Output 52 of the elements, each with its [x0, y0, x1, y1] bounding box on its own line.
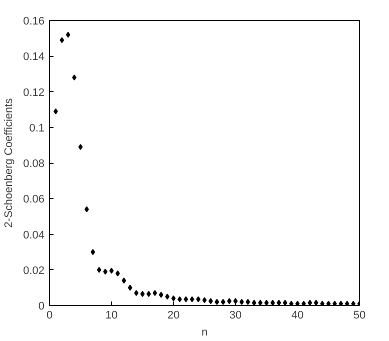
y-axis-title: 2-Schoenberg Coefficients [3, 98, 16, 228]
x-tick-label: 40 [291, 310, 304, 322]
point [314, 300, 318, 306]
point [326, 300, 331, 306]
point [276, 300, 282, 306]
y-tick-label: 0.06 [23, 194, 45, 206]
point [122, 278, 126, 284]
point [351, 300, 356, 306]
x-axis-title: n [201, 326, 208, 338]
point [320, 300, 324, 306]
point [282, 300, 288, 306]
point [289, 300, 294, 306]
point [246, 298, 250, 305]
y-tick-label: 0.08 [23, 158, 45, 170]
point [184, 296, 188, 302]
x-tick-label: 50 [353, 310, 366, 322]
x-tick-label: 20 [167, 310, 180, 322]
y-tick-label: 0.16 [23, 16, 45, 28]
y-tick-label: 0.04 [23, 229, 45, 242]
y-tick-label: 0.02 [23, 264, 45, 277]
point [152, 290, 158, 296]
point [332, 300, 337, 306]
point [214, 298, 220, 305]
point [202, 297, 207, 304]
x-tick-label: 30 [229, 310, 242, 322]
point [140, 290, 145, 297]
point [264, 300, 269, 306]
point [128, 284, 132, 291]
point [302, 300, 306, 306]
point [109, 268, 114, 274]
y-tick-label: 0 [38, 300, 45, 312]
point [308, 300, 312, 306]
y-tick-label: 0.1 [29, 122, 45, 134]
y-tick-label: 0.14 [23, 51, 45, 64]
x-tick-label: 10 [105, 310, 118, 322]
point [171, 295, 176, 302]
point [158, 292, 164, 298]
point [72, 74, 76, 80]
point [344, 300, 350, 306]
point [60, 37, 64, 44]
point [252, 300, 256, 306]
point [66, 32, 70, 38]
point [190, 296, 194, 302]
x-tick-label: 0 [46, 310, 53, 322]
point [78, 144, 83, 150]
y-tick-label: 0.12 [23, 86, 45, 99]
point [258, 300, 262, 306]
point [338, 300, 344, 306]
point [96, 266, 102, 273]
point [270, 300, 275, 306]
point [90, 249, 96, 256]
point [220, 298, 226, 305]
